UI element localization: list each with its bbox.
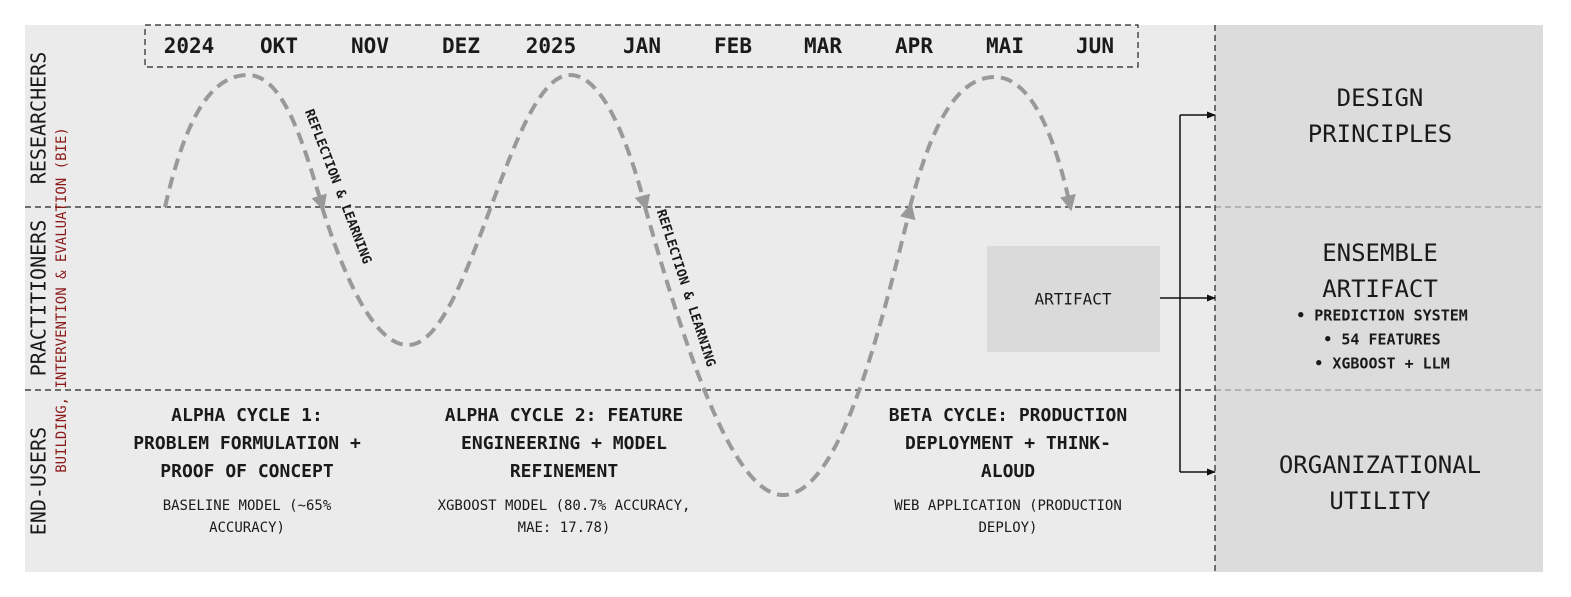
timeline-box — [144, 24, 1139, 68]
cycle-title: ALPHA CYCLE 1: — [171, 405, 323, 426]
cycle-description: WEB APPLICATION (PRODUCTION — [894, 498, 1122, 514]
wave-segment — [908, 74, 1076, 212]
lane-labels: RESEARCHERS PRACTITIONERS END-USERS BUIL… — [27, 52, 71, 535]
timeline-label: NOV — [351, 34, 389, 58]
outcome-title: ENSEMBLE — [1322, 239, 1438, 267]
outcomes: DESIGN PRINCIPLES ENSEMBLE ARTIFACT • PREDIC… — [1279, 84, 1481, 515]
lane-label: PRACTITIONERS — [27, 220, 51, 377]
timeline-label: APR — [895, 34, 933, 58]
cycle-title: PROOF OF CONCEPT — [160, 461, 334, 482]
wave-segment — [163, 72, 327, 212]
lane-label: END-USERS — [27, 427, 51, 535]
outcome-title: DESIGN — [1337, 84, 1424, 112]
timeline-label: 2024 — [164, 34, 215, 58]
cycle-title: ALPHA CYCLE 2: FEATURE — [445, 405, 683, 426]
cycles: ALPHA CYCLE 1: PROBLEM FORMULATION + PROOF… — [133, 405, 1127, 536]
outcome-title: PRINCIPLES — [1308, 120, 1453, 148]
outcome-title: ARTIFACT — [1322, 275, 1438, 303]
cycle-title: ENGINEERING + MODEL — [461, 433, 667, 454]
timeline-label: 2025 — [526, 34, 577, 58]
timeline-label: DEZ — [442, 34, 480, 58]
outcome-arrows — [1160, 111, 1216, 476]
cycle-title: REFINEMENT — [510, 461, 619, 482]
timeline-label: MAI — [986, 34, 1024, 58]
cycle-description: ACCURACY) — [209, 520, 285, 536]
timeline-label: FEB — [714, 34, 752, 58]
artifact-box — [987, 246, 1160, 352]
lane-label: RESEARCHERS — [27, 52, 51, 184]
outcome-bullet: • PREDICTION SYSTEM — [1296, 307, 1468, 325]
timeline-label: JAN — [623, 34, 661, 58]
artifact-label: ARTIFACT — [1034, 290, 1111, 309]
wave-segment — [320, 72, 651, 348]
outcome-title: UTILITY — [1329, 487, 1431, 515]
cycle-title: ALOUD — [981, 461, 1035, 482]
wave-segment — [643, 202, 916, 498]
cycle-title: BETA CYCLE: PRODUCTION — [889, 405, 1127, 426]
timeline-label: OKT — [260, 34, 298, 58]
timeline: 2024 OKT NOV DEZ 2025 JAN FEB MAR APR MAI JUN — [164, 34, 1114, 58]
cycle-title: PROBLEM FORMULATION + — [133, 433, 361, 454]
outcome-bullet: • XGBOOST + LLM — [1314, 355, 1449, 373]
timeline-label: MAR — [804, 34, 842, 58]
timeline-label: JUN — [1076, 34, 1114, 58]
cycle-wave — [163, 72, 1076, 498]
cycle-description: MAE: 17.78) — [518, 520, 611, 536]
outcome-bullet: • 54 FEATURES — [1323, 331, 1440, 349]
side-label: BUILDING, INTERVENTION & EVALUATION (BIE… — [54, 127, 70, 473]
cycle-description: XGBOOST MODEL (80.7% ACCURACY, — [438, 498, 691, 514]
cycle-description: DEPLOY) — [978, 520, 1037, 536]
outcome-title: ORGANIZATIONAL — [1279, 451, 1481, 479]
outcome-panel — [1215, 25, 1543, 572]
cycle-description: BASELINE MODEL (~65% — [163, 498, 332, 514]
cycle-title: DEPLOYMENT + THINK- — [905, 433, 1111, 454]
